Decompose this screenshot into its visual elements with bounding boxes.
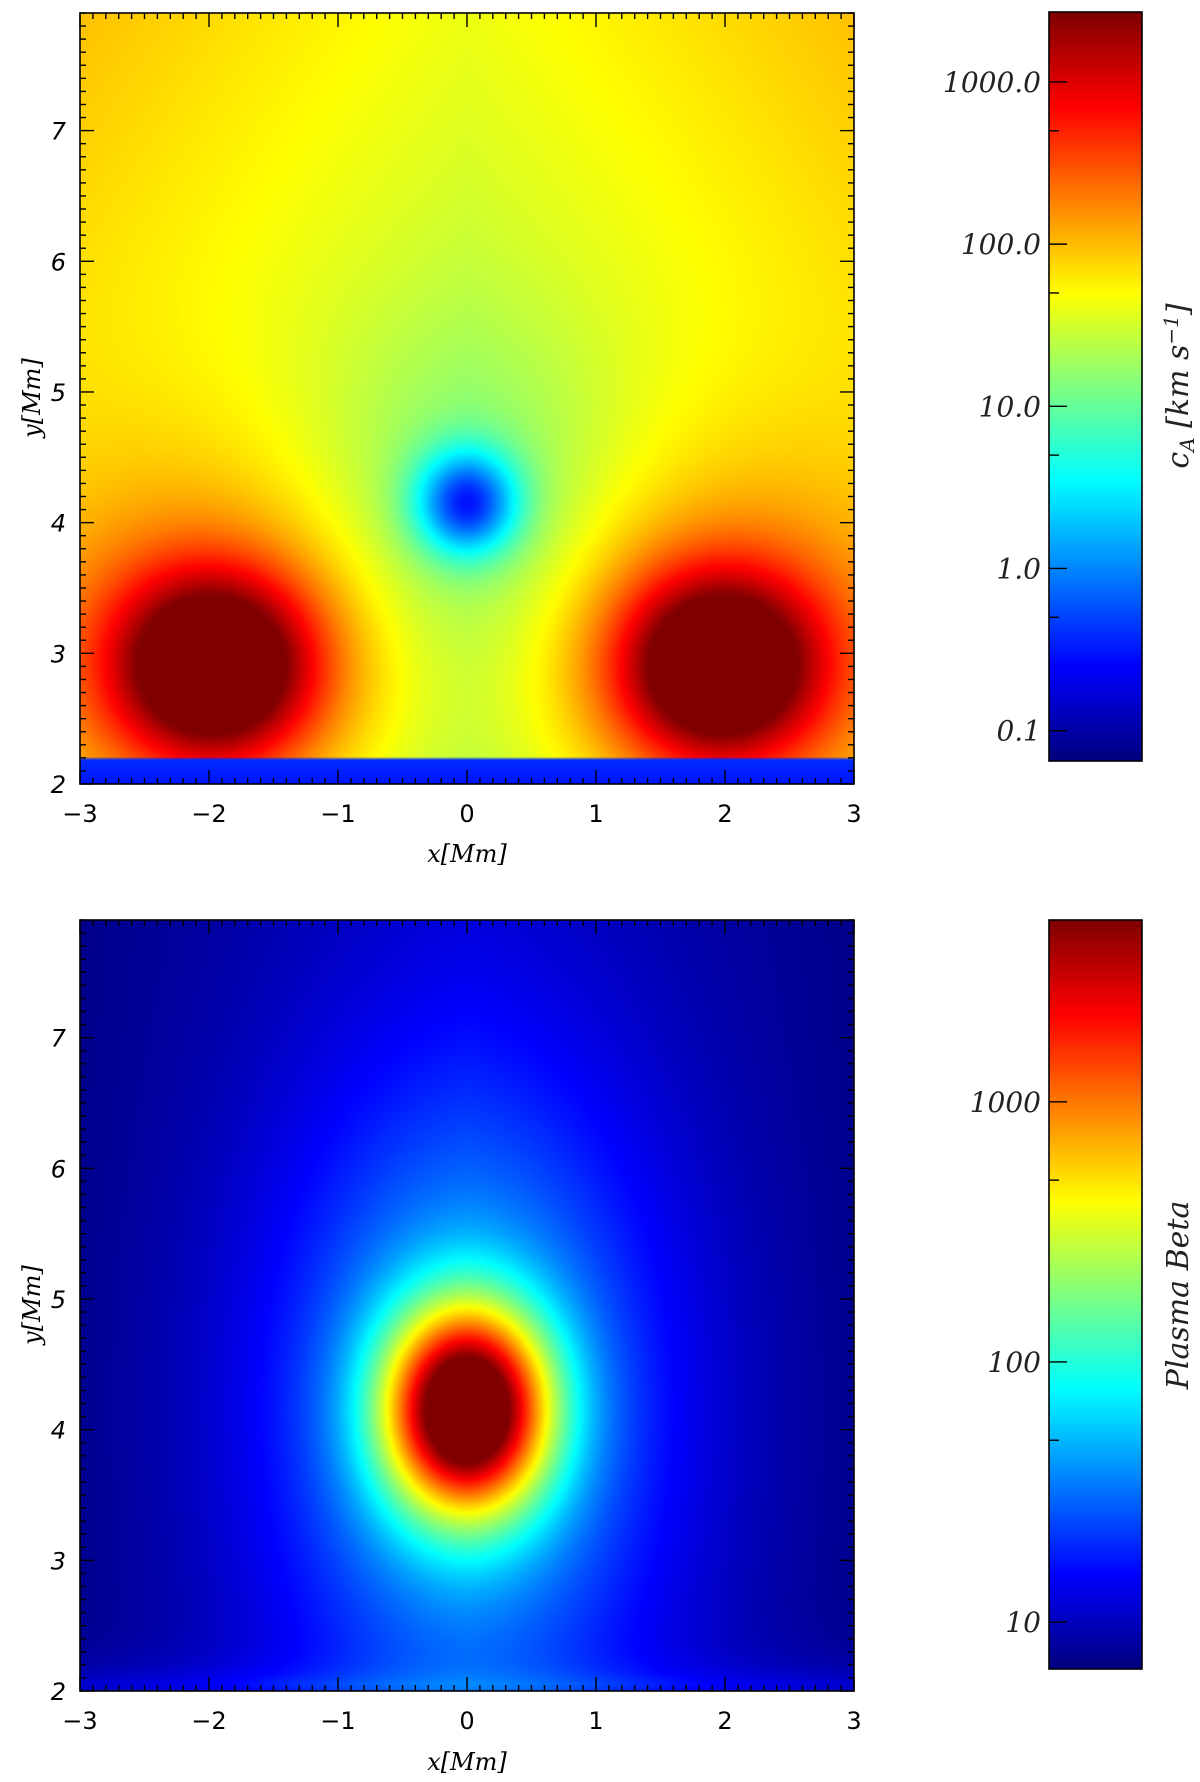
x-axis-label: x[Mm] (427, 840, 507, 868)
colorbar-tick-label: 100.0 (961, 228, 1041, 261)
x-tick-label: −2 (191, 800, 226, 828)
x-tick-label: 3 (846, 800, 861, 828)
x-tick-label: 2 (717, 800, 732, 828)
axes-ticks: −3 −2 −1 0 1 2 3 2 3 4 5 6 7 (51, 919, 862, 1735)
y-tick-label: 4 (51, 510, 66, 538)
colorbar (1049, 920, 1142, 1669)
colorbar-frame (1048, 11, 1143, 762)
plasma-beta-heatmap (80, 920, 854, 1691)
colorbar-tick-label: 10 (1005, 1606, 1041, 1639)
colorbar-frame (1048, 919, 1143, 1670)
x-tick-label: −3 (62, 1707, 97, 1735)
x-tick-label: −2 (191, 1707, 226, 1735)
y-axis-label: y[Mm] (18, 1265, 46, 1346)
colorbar-tick-label: 1.0 (996, 552, 1041, 585)
x-tick-label: 1 (588, 1707, 603, 1735)
colorbar-tick-label: 100 (988, 1346, 1041, 1379)
colorbar-tick-label: 1000.0 (943, 66, 1041, 99)
x-tick-label: 2 (717, 1707, 732, 1735)
x-tick-label: 1 (588, 800, 603, 828)
plasma-beta-panel: −3 −2 −1 0 1 2 3 2 3 4 5 6 7 x[Mm] y[Mm] 10 100 1000 P… (18, 919, 1196, 1776)
y-tick-label: 5 (51, 1286, 66, 1314)
x-tick-label: 0 (459, 800, 474, 828)
x-tick-label: −3 (62, 800, 97, 828)
x-tick-label: −1 (320, 800, 355, 828)
colorbar (1049, 12, 1142, 761)
y-tick-label: 7 (51, 1025, 67, 1053)
y-tick-label: 6 (51, 1155, 66, 1183)
colorbar-tick-label: 10.0 (979, 390, 1041, 423)
colorbar-tick-label: 1000 (970, 1086, 1041, 1119)
y-tick-label: 3 (51, 1547, 66, 1575)
y-tick-label: 7 (51, 118, 67, 146)
y-tick-label: 5 (51, 379, 66, 407)
x-tick-label: −1 (320, 1707, 355, 1735)
colorbar-label: Plasma Beta (1161, 1201, 1196, 1391)
alfven-speed-heatmap (80, 13, 854, 784)
x-axis-label: x[Mm] (427, 1748, 507, 1776)
colorbar-tick-label: 0.1 (996, 715, 1041, 748)
x-tick-label: 0 (459, 1707, 474, 1735)
x-tick-label: 3 (846, 1707, 861, 1735)
y-tick-label: 2 (51, 771, 66, 799)
axes-ticks: −3 −2 −1 0 1 2 3 2 3 4 5 6 7 (51, 12, 862, 828)
y-tick-label: 6 (51, 248, 66, 276)
y-tick-label: 3 (51, 640, 66, 668)
colorbar-ticks: 10 100 1000 (970, 1086, 1067, 1639)
alfven-speed-panel: −3 −2 −1 0 1 2 3 2 3 4 5 6 7 x[Mm] y[Mm] 0.1 1.0 10.0 1… (18, 11, 1199, 868)
y-axis-label: y[Mm] (18, 358, 46, 439)
colorbar-ticks: 0.1 1.0 10.0 100.0 1000.0 (943, 66, 1067, 748)
y-tick-label: 4 (51, 1417, 66, 1445)
y-tick-label: 2 (51, 1678, 66, 1706)
colorbar-label: cA [km s−1] (1159, 303, 1199, 469)
